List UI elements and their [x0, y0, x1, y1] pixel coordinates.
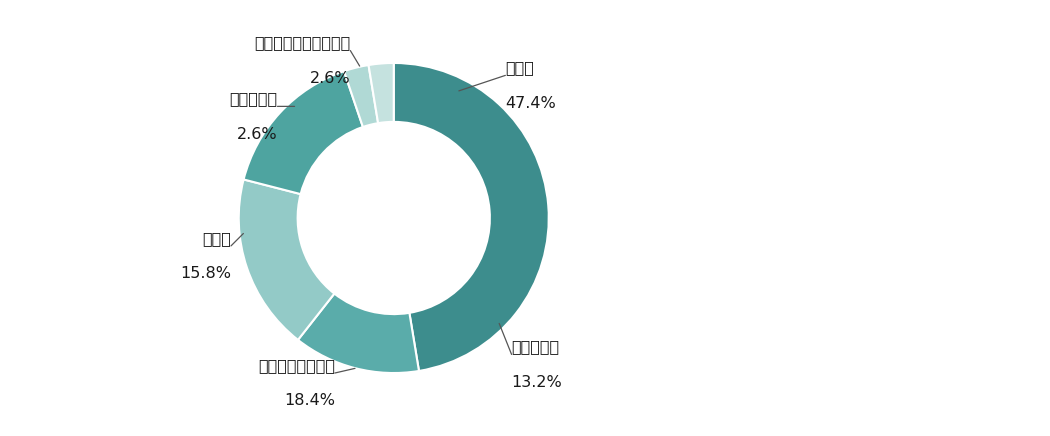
- Wedge shape: [298, 293, 419, 373]
- Wedge shape: [369, 63, 394, 123]
- Text: 建設業: 建設業: [202, 231, 231, 246]
- Text: 13.2%: 13.2%: [511, 375, 563, 390]
- Text: 2.6%: 2.6%: [310, 71, 351, 86]
- Wedge shape: [344, 65, 378, 127]
- Text: 卸・小売業: 卸・小売業: [229, 92, 277, 106]
- Wedge shape: [244, 71, 363, 194]
- Text: 技術・サービス業: 技術・サービス業: [258, 358, 335, 373]
- Text: 2.6%: 2.6%: [237, 126, 277, 142]
- Text: 製造業: 製造業: [505, 60, 534, 75]
- Text: 15.8%: 15.8%: [180, 266, 231, 281]
- Text: 電気・ガス・熱・水道: 電気・ガス・熱・水道: [254, 36, 351, 51]
- Wedge shape: [394, 63, 549, 371]
- Text: 18.4%: 18.4%: [284, 393, 335, 408]
- Text: 情報通信業: 情報通信業: [511, 339, 560, 354]
- Wedge shape: [238, 180, 334, 340]
- Text: 47.4%: 47.4%: [505, 95, 556, 111]
